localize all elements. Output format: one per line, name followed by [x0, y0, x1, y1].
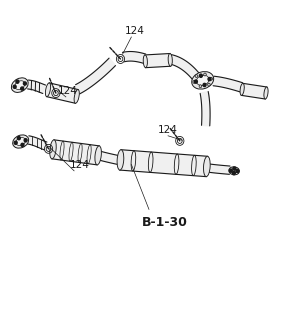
Ellipse shape	[240, 84, 244, 95]
Ellipse shape	[143, 55, 148, 68]
Ellipse shape	[264, 87, 268, 99]
Ellipse shape	[16, 138, 25, 146]
Ellipse shape	[204, 156, 210, 177]
Circle shape	[230, 169, 232, 172]
Ellipse shape	[192, 72, 214, 89]
Ellipse shape	[45, 83, 50, 97]
Ellipse shape	[15, 81, 25, 90]
Circle shape	[199, 74, 202, 77]
Circle shape	[236, 169, 239, 172]
Polygon shape	[145, 53, 171, 68]
Circle shape	[24, 139, 27, 142]
Circle shape	[23, 82, 26, 85]
Circle shape	[203, 84, 206, 86]
Ellipse shape	[231, 169, 237, 173]
Ellipse shape	[50, 140, 56, 159]
Polygon shape	[122, 52, 146, 63]
Circle shape	[210, 77, 212, 80]
Ellipse shape	[12, 78, 28, 92]
Circle shape	[21, 87, 24, 90]
Ellipse shape	[95, 146, 101, 165]
Polygon shape	[120, 150, 207, 177]
Ellipse shape	[229, 167, 239, 175]
Polygon shape	[76, 58, 115, 94]
Polygon shape	[207, 164, 230, 174]
Polygon shape	[98, 151, 119, 164]
Circle shape	[193, 81, 196, 83]
Polygon shape	[52, 140, 99, 165]
Polygon shape	[47, 83, 78, 103]
Text: B-1-30: B-1-30	[142, 216, 188, 228]
Polygon shape	[213, 76, 243, 92]
Polygon shape	[28, 136, 47, 150]
Text: 124: 124	[58, 86, 78, 96]
Text: 124: 124	[124, 26, 144, 36]
Circle shape	[199, 85, 202, 88]
Ellipse shape	[196, 75, 209, 85]
Polygon shape	[241, 84, 267, 99]
Circle shape	[204, 73, 206, 76]
Polygon shape	[170, 55, 199, 80]
Ellipse shape	[117, 150, 124, 170]
Circle shape	[208, 83, 210, 86]
Ellipse shape	[168, 53, 172, 66]
Text: 124: 124	[158, 125, 178, 135]
Circle shape	[194, 80, 197, 83]
Circle shape	[233, 167, 236, 170]
Circle shape	[13, 85, 16, 88]
Text: 124: 124	[70, 160, 90, 170]
Circle shape	[195, 75, 198, 77]
Circle shape	[17, 137, 20, 140]
Circle shape	[208, 77, 211, 81]
Polygon shape	[28, 80, 45, 93]
Circle shape	[232, 172, 235, 175]
Circle shape	[16, 80, 19, 83]
Ellipse shape	[13, 135, 29, 148]
Polygon shape	[200, 92, 210, 126]
Circle shape	[21, 143, 24, 147]
Circle shape	[14, 141, 17, 144]
Ellipse shape	[74, 90, 79, 103]
